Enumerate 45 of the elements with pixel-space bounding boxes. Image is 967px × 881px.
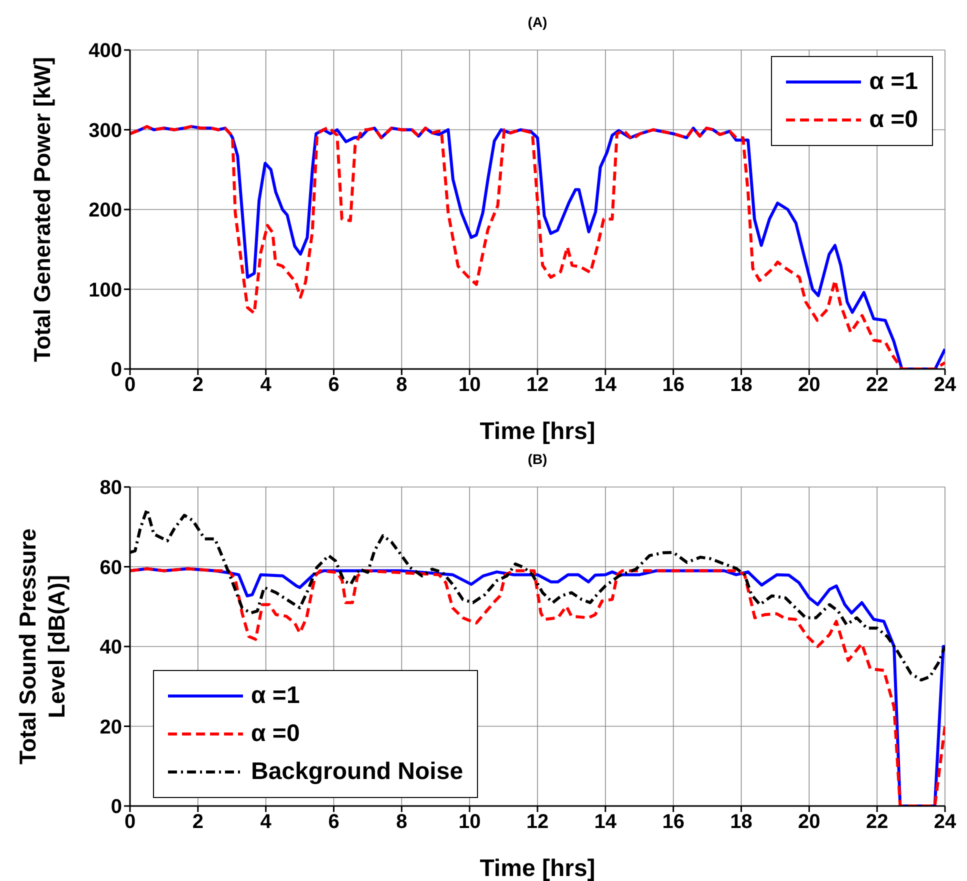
legend-label: Background Noise	[251, 758, 464, 786]
x-tick-label: 22	[866, 374, 888, 396]
x-tick-label: 16	[662, 374, 684, 396]
x-tick-label: 2	[192, 811, 204, 834]
y-tick-label: 20	[100, 716, 122, 738]
chart-title: (A)	[526, 14, 548, 30]
legend-label: α =1	[251, 682, 300, 710]
y-tick-label: 80	[100, 477, 122, 500]
y-axis-title: Total Sound Pressure Level [dB(A)]	[14, 528, 70, 765]
y-tick-label: 0	[110, 359, 122, 382]
y-tick-label: 0	[110, 796, 122, 818]
y-tick-label: 200	[88, 200, 122, 222]
x-tick-label: 10	[458, 374, 481, 396]
x-tick-label: 20	[798, 374, 820, 396]
legend-label: α =0	[251, 720, 300, 748]
legend-label: α =0	[869, 106, 918, 134]
x-axis-title: Time [hrs]	[480, 418, 596, 445]
x-tick-label: 8	[396, 811, 408, 834]
y-axis-title: Total Generated Power [kW]	[29, 56, 55, 362]
y-tick-label: 60	[100, 556, 122, 579]
x-tick-label: 18	[730, 374, 752, 396]
chart-title: (B)	[526, 451, 548, 467]
x-tick-label: 2	[192, 374, 204, 396]
x-tick-label: 16	[662, 811, 684, 834]
legend-label: α =1	[869, 68, 918, 96]
x-tick-label: 4	[260, 374, 272, 396]
x-tick-label: 8	[396, 374, 408, 396]
x-tick-label: 10	[458, 811, 481, 834]
x-tick-label: 14	[594, 374, 618, 396]
y-tick-label: 300	[88, 120, 122, 142]
y-tick-label: 100	[88, 279, 122, 302]
x-tick-label: 6	[328, 374, 340, 396]
y-tick-label: 40	[100, 636, 122, 659]
x-tick-label: 14	[594, 811, 618, 834]
y-tick-label: 400	[88, 40, 122, 62]
x-tick-label: 22	[866, 811, 888, 834]
x-axis-title: Time [hrs]	[480, 855, 596, 881]
x-tick-label: 24	[934, 811, 957, 834]
x-tick-label: 6	[328, 811, 340, 834]
x-tick-label: 4	[260, 811, 272, 834]
x-tick-label: 18	[730, 811, 752, 834]
x-tick-label: 24	[934, 374, 957, 396]
x-tick-label: 20	[798, 811, 820, 834]
x-tick-label: 12	[526, 811, 549, 834]
x-tick-label: 12	[526, 374, 549, 396]
